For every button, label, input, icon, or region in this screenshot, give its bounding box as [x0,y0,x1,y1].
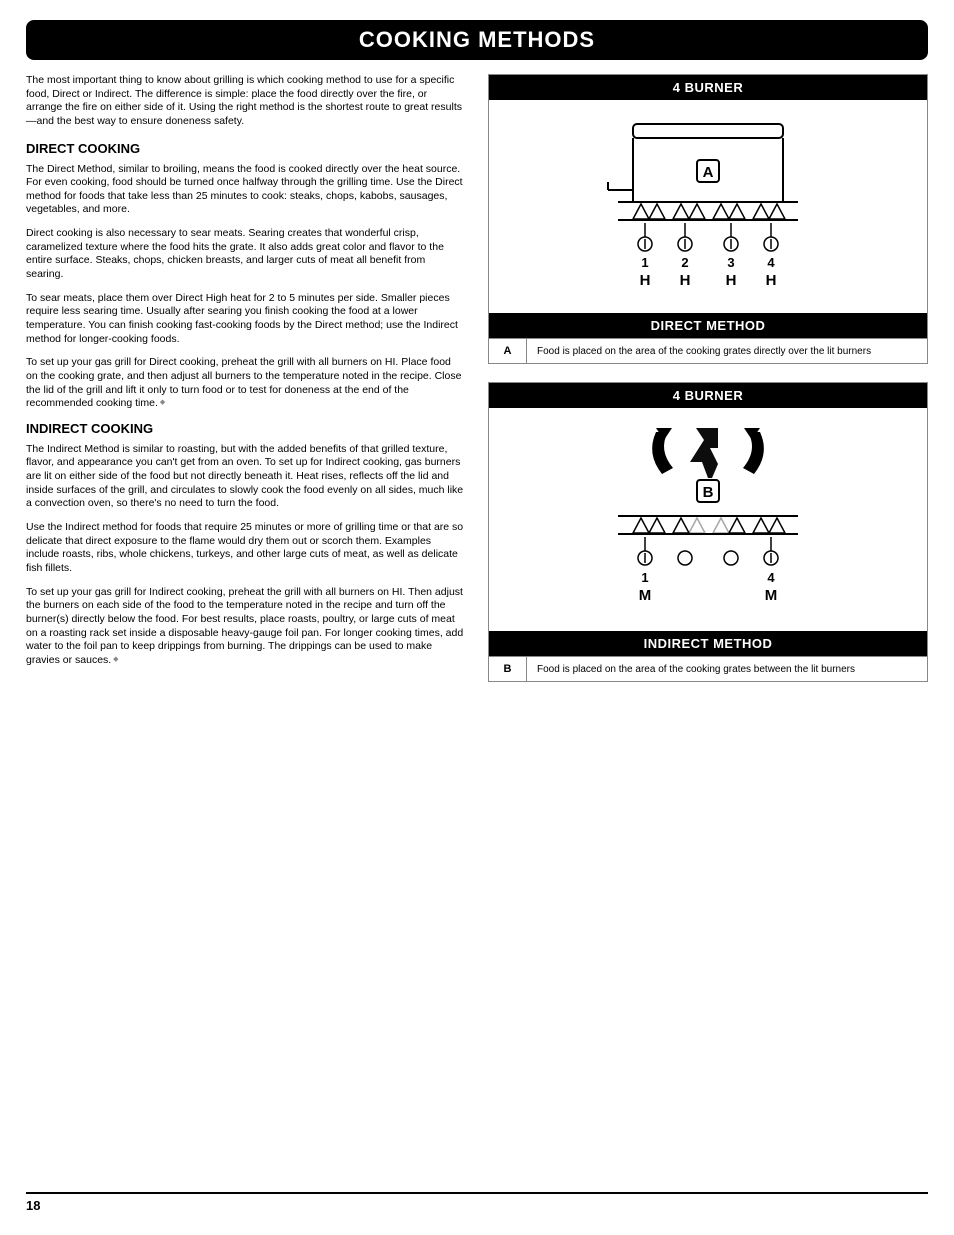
indirect-diagram-box: 4 BURNER B [488,382,928,682]
indirect-method-label: INDIRECT METHOD [489,631,927,656]
indirect-heading: INDIRECT COOKING [26,421,464,436]
page-title-bar: COOKING METHODS [26,20,928,60]
indirect-caption-label: B [489,657,527,681]
svg-text:1: 1 [641,255,648,270]
grill-direct-icon: A [578,112,838,302]
svg-text:H: H [680,272,691,289]
right-column: 4 BURNER A [488,74,928,700]
direct-method-label: DIRECT METHOD [489,313,927,338]
indirect-p1: The Indirect Method is similar to roasti… [26,443,464,511]
content-columns: The most important thing to know about g… [26,74,928,700]
direct-diagram-box: 4 BURNER A [488,74,928,364]
direct-caption-text: Food is placed on the area of the cookin… [527,339,927,363]
page-footer: 18 [26,1192,928,1213]
svg-text:A: A [703,164,714,181]
direct-p3: To sear meats, place them over Direct Hi… [26,292,464,347]
svg-text:4: 4 [767,255,775,270]
direct-p1: The Direct Method, similar to broiling, … [26,163,464,218]
direct-p2: Direct cooking is also necessary to sear… [26,227,464,282]
direct-heading: DIRECT COOKING [26,141,464,156]
svg-text:M: M [765,587,778,604]
svg-text:M: M [639,587,652,604]
direct-caption-row: A Food is placed on the area of the cook… [489,338,927,363]
intro-paragraph: The most important thing to know about g… [26,74,464,129]
indirect-diagram-svg: B [489,408,927,631]
grill-indirect-icon: B [578,420,838,620]
indirect-p2: Use the Indirect method for foods that r… [26,521,464,576]
direct-p4: To set up your gas grill for Direct cook… [26,356,464,411]
svg-text:B: B [703,484,714,501]
svg-text:1: 1 [641,570,648,585]
page-number: 18 [26,1198,40,1213]
left-column: The most important thing to know about g… [26,74,464,700]
indirect-caption-text: Food is placed on the area of the cookin… [527,657,927,681]
direct-caption-label: A [489,339,527,363]
svg-text:H: H [640,272,651,289]
page-title: COOKING METHODS [359,27,595,52]
svg-text:4: 4 [767,570,775,585]
svg-text:H: H [726,272,737,289]
svg-text:3: 3 [727,255,734,270]
indirect-p3: To set up your gas grill for Indirect co… [26,586,464,668]
indirect-caption-row: B Food is placed on the area of the cook… [489,656,927,681]
indirect-diagram-title: 4 BURNER [489,383,927,408]
direct-diagram-svg: A [489,100,927,313]
svg-text:H: H [766,272,777,289]
svg-text:2: 2 [681,255,688,270]
direct-diagram-title: 4 BURNER [489,75,927,100]
